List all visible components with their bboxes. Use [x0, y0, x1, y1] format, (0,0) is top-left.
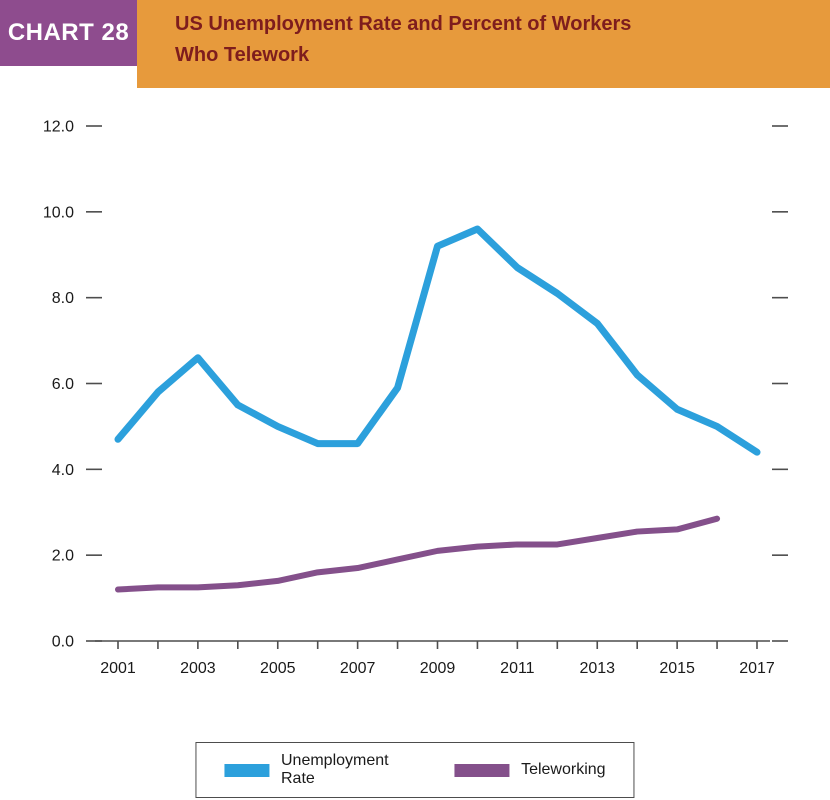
svg-text:2009: 2009	[420, 660, 456, 677]
legend-label-teleworking: Teleworking	[521, 761, 606, 778]
chart-title-line2: Who Telework	[175, 44, 310, 66]
svg-text:2005: 2005	[260, 660, 296, 677]
legend-entry-teleworking: Teleworking	[454, 761, 606, 779]
svg-text:12.0: 12.0	[43, 119, 74, 136]
chart-number-label: CHART 28	[7, 19, 130, 46]
svg-text:2003: 2003	[180, 660, 216, 677]
svg-text:10.0: 10.0	[43, 204, 74, 221]
svg-text:2011: 2011	[500, 660, 535, 677]
svg-text:4.0: 4.0	[52, 462, 74, 479]
svg-text:2017: 2017	[739, 660, 775, 677]
svg-text:2015: 2015	[659, 660, 695, 677]
svg-text:8.0: 8.0	[52, 290, 74, 307]
svg-text:6.0: 6.0	[52, 376, 74, 393]
chart-number-badge: CHART 28	[0, 0, 137, 66]
unemployment-swatch-icon	[224, 763, 269, 777]
svg-text:0.0: 0.0	[52, 634, 74, 651]
chart-title-line1: US Unemployment Rate and Percent of Work…	[175, 13, 632, 35]
svg-text:2007: 2007	[340, 660, 376, 677]
legend-label-unemployment: Unemployment Rate	[280, 752, 389, 787]
chart-legend: Unemployment Rate Teleworking	[195, 742, 635, 798]
svg-text:2.0: 2.0	[52, 548, 74, 565]
legend-entry-unemployment: Unemployment Rate	[224, 752, 399, 788]
svg-text:2013: 2013	[579, 660, 615, 677]
header-band: US Unemployment Rate and Percent of Work…	[137, 0, 830, 88]
teleworking-swatch-icon	[454, 763, 510, 777]
svg-text:2001: 2001	[100, 660, 136, 677]
